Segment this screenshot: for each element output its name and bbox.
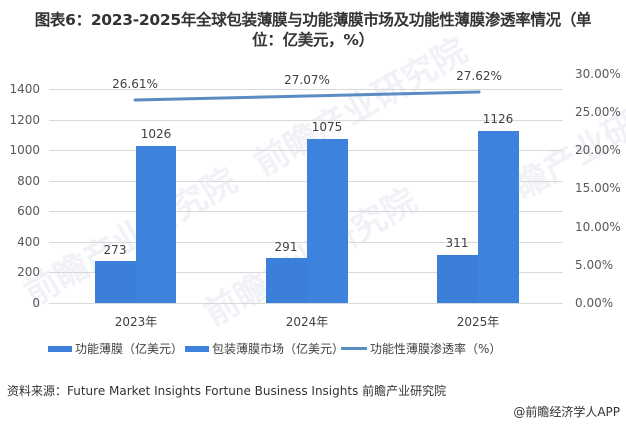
bar-packaging-2023 [136, 146, 176, 303]
bar-functional-2024 [266, 258, 307, 303]
y-tick-right: 10.00% [575, 220, 621, 234]
legend-item-rate: 功能性薄膜渗透率（%） [341, 340, 501, 357]
x-tick: 2023年 [114, 315, 158, 329]
bar-label: 291 [274, 240, 298, 254]
gridline [49, 120, 563, 121]
bar-functional-2025 [437, 255, 478, 303]
y-tick-left: 200 [17, 265, 40, 279]
y-tick-right: 30.00% [575, 67, 621, 81]
source-note: 资料来源：Future Market Insights Fortune Busi… [7, 384, 447, 398]
y-tick-right: 5.00% [575, 258, 614, 272]
bar-label: 1026 [140, 127, 172, 141]
gridline [49, 242, 563, 243]
x-tick: 2025年 [456, 315, 500, 329]
gridline [49, 89, 563, 90]
legend-swatch-line-icon [341, 347, 367, 350]
bar-label: 311 [445, 236, 469, 250]
legend-label: 功能薄膜（亿美元） [75, 342, 184, 356]
y-tick-right: 20.00% [575, 143, 621, 157]
rate-label: 27.62% [456, 69, 502, 83]
y-tick-right: 0.00% [575, 296, 614, 310]
legend-item-functional: 功能薄膜（亿美元） [48, 340, 183, 357]
x-axis-line [49, 303, 563, 304]
y-tick-left: 400 [17, 235, 40, 249]
y-tick-left: 1200 [9, 113, 40, 127]
y-tick-left: 0 [32, 296, 40, 310]
chart-legend: 功能薄膜（亿美元） 包装薄膜市场（亿美元） 功能性薄膜渗透率（%） [0, 340, 626, 360]
rate-line [133, 90, 481, 102]
bar-functional-2023 [95, 261, 136, 303]
y-tick-left: 1400 [9, 82, 40, 96]
bar-packaging-2025 [478, 131, 519, 303]
chart-title-line2: 位：亿美元，%） [252, 31, 374, 49]
bar-label: 273 [103, 243, 127, 257]
bar-packaging-2024 [307, 139, 348, 303]
x-tick: 2024年 [285, 315, 329, 329]
chart-title: 图表6：2023-2025年全球包装薄膜与功能薄膜市场及功能性薄膜渗透率情况（单… [0, 10, 626, 50]
legend-item-packaging: 包装薄膜市场（亿美元） [185, 340, 344, 357]
gridline [49, 211, 563, 212]
legend-swatch-bar-icon [185, 345, 209, 352]
gridline [49, 150, 563, 151]
bar-label: 1126 [482, 112, 514, 126]
rate-label: 27.07% [284, 73, 330, 87]
y-tick-left: 1000 [9, 143, 40, 157]
y-tick-right: 15.00% [575, 181, 621, 195]
y-tick-left: 800 [17, 174, 40, 188]
y-tick-left: 600 [17, 204, 40, 218]
brand-credit: @前瞻经济学人APP [513, 405, 620, 419]
y-tick-right: 25.00% [575, 105, 621, 119]
gridline [49, 181, 563, 182]
legend-swatch-bar-icon [48, 345, 72, 352]
legend-label: 功能性薄膜渗透率（%） [370, 342, 502, 356]
chart-area: 前瞻产业研究院 前瞻产业研究院 前瞻产业研究院 前瞻产业研究院 1400 120… [9, 31, 626, 335]
legend-label: 包装薄膜市场（亿美元） [212, 342, 345, 356]
chart-title-line1: 图表6：2023-2025年全球包装薄膜与功能薄膜市场及功能性薄膜渗透率情况（单 [34, 11, 592, 29]
rate-label: 26.61% [112, 77, 158, 91]
bar-label: 1075 [311, 120, 343, 134]
